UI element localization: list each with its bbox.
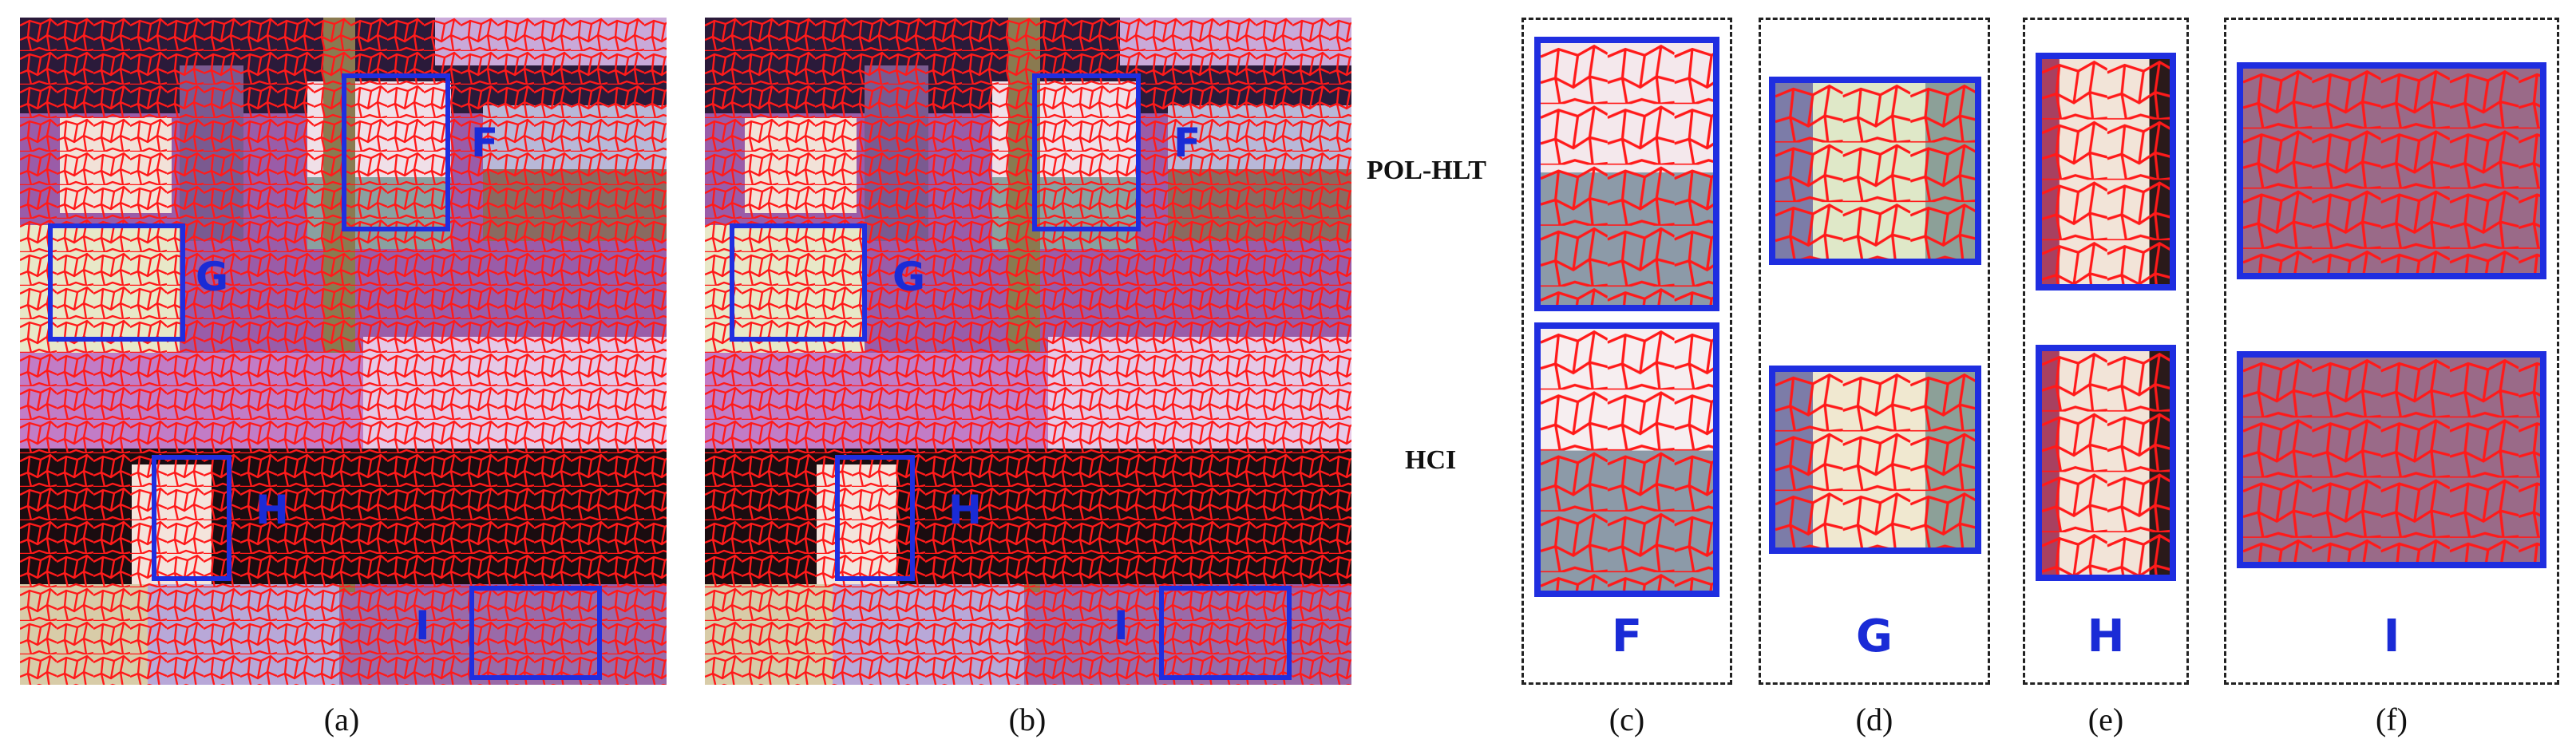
roi-label-g-b: G <box>892 254 926 300</box>
roi-box-g-a <box>48 223 185 342</box>
caption-e: (e) <box>2087 702 2124 737</box>
roi-label-i-a: I <box>415 603 430 649</box>
caption-d: (d) <box>1855 702 1893 737</box>
group-label-h: H <box>2087 611 2125 662</box>
roi-label-g-a: G <box>196 254 229 300</box>
caption-c: (c) <box>1609 702 1645 737</box>
crop-g-pol-hlt <box>1769 77 1981 265</box>
caption-f: (f) <box>2376 702 2408 737</box>
row-label-hci: HCI <box>1405 445 1457 475</box>
group-c-f <box>1521 18 1732 685</box>
crop-h-pol-hlt <box>2036 53 2176 291</box>
roi-box-h-a <box>152 455 231 581</box>
roi-label-h-b: H <box>948 487 982 533</box>
group-label-i: I <box>2383 611 2400 662</box>
caption-b: (b) <box>1008 702 1047 737</box>
roi-box-i-a <box>469 586 602 680</box>
roi-box-i-b <box>1159 586 1292 680</box>
roi-label-h-a: H <box>255 487 289 533</box>
crop-g-hci <box>1769 366 1981 554</box>
roi-box-f-b <box>1032 73 1141 231</box>
caption-a: (a) <box>323 702 360 737</box>
roi-label-f-b: F <box>1173 120 1201 166</box>
group-f-i <box>2224 18 2559 685</box>
crop-f-pol-hlt <box>1534 37 1719 311</box>
roi-box-f-a <box>342 73 450 231</box>
roi-label-i-b: I <box>1114 603 1129 649</box>
roi-box-h-b <box>835 455 915 581</box>
crop-i-hci <box>2237 351 2546 568</box>
panel-b-image <box>705 18 1351 685</box>
crop-f-hci <box>1534 322 1719 597</box>
row-label-pol-hlt: POL-HLT <box>1367 156 1486 185</box>
roi-box-g-b <box>730 223 867 342</box>
crop-h-hci <box>2036 345 2176 581</box>
group-label-f: F <box>1611 611 1643 662</box>
crop-i-pol-hlt <box>2237 62 2546 279</box>
group-d-g <box>1759 18 1990 685</box>
group-e-h <box>2023 18 2189 685</box>
group-label-g: G <box>1856 611 1893 662</box>
roi-label-f-a: F <box>471 120 499 166</box>
